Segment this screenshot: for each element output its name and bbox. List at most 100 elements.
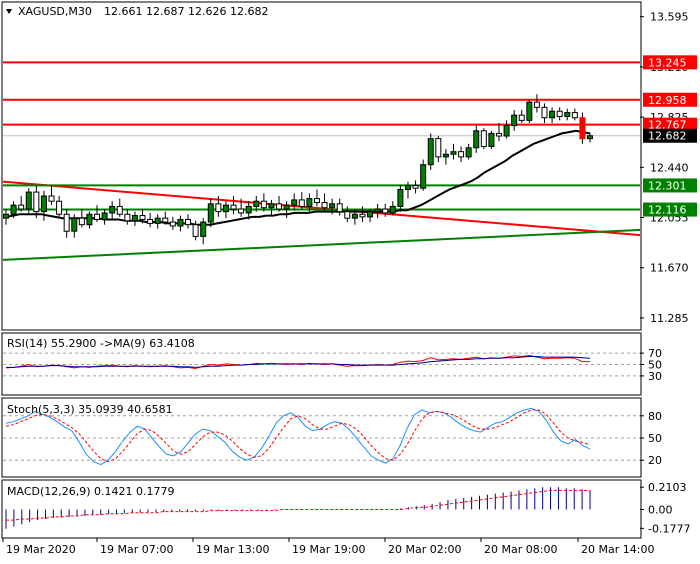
- candle[interactable]: [549, 107, 556, 123]
- candle[interactable]: [404, 181, 411, 199]
- candle[interactable]: [48, 185, 55, 206]
- candle[interactable]: [336, 198, 343, 216]
- candle[interactable]: [427, 133, 434, 170]
- candle[interactable]: [480, 128, 487, 150]
- dropdown-triangle-icon[interactable]: [6, 9, 12, 14]
- candle-body: [101, 212, 108, 220]
- level-label: 13.245: [648, 56, 687, 69]
- candle[interactable]: [518, 109, 525, 123]
- candle[interactable]: [276, 195, 283, 212]
- candle[interactable]: [185, 214, 192, 229]
- candle[interactable]: [78, 209, 85, 228]
- time-tick-label: 19 Mar 19:00: [292, 543, 365, 556]
- candle[interactable]: [556, 107, 563, 121]
- candle[interactable]: [25, 188, 32, 213]
- candle-body: [556, 110, 563, 117]
- candle[interactable]: [389, 201, 396, 216]
- candle[interactable]: [162, 211, 169, 225]
- candle[interactable]: [86, 211, 93, 229]
- candle[interactable]: [253, 195, 260, 212]
- time-tick-label: 19 Mar 2020: [6, 543, 76, 556]
- candle[interactable]: [116, 198, 123, 217]
- candle[interactable]: [124, 209, 131, 225]
- candle[interactable]: [230, 195, 237, 215]
- candle[interactable]: [420, 159, 427, 191]
- candle[interactable]: [222, 201, 229, 219]
- candle[interactable]: [473, 125, 480, 153]
- candle[interactable]: [526, 99, 533, 123]
- candle[interactable]: [101, 209, 108, 225]
- candle[interactable]: [109, 201, 116, 220]
- tick-label: -0.1777: [648, 522, 690, 535]
- candle[interactable]: [397, 185, 404, 212]
- candle[interactable]: [458, 146, 465, 163]
- candle[interactable]: [533, 94, 540, 113]
- candle[interactable]: [63, 209, 70, 238]
- candle[interactable]: [511, 109, 518, 131]
- candle[interactable]: [268, 199, 275, 216]
- candle[interactable]: [283, 201, 290, 219]
- candle[interactable]: [412, 180, 419, 194]
- stochastic-lines: [3, 407, 640, 466]
- candle[interactable]: [374, 203, 381, 219]
- candle[interactable]: [18, 195, 25, 212]
- candle[interactable]: [40, 190, 47, 221]
- candle[interactable]: [329, 198, 336, 215]
- candle[interactable]: [3, 209, 9, 225]
- candle-body: [260, 200, 267, 209]
- candle[interactable]: [291, 193, 298, 211]
- macd-title: MACD(12,26,9) 0.1421 0.1779: [7, 485, 175, 498]
- level-label-box: [643, 202, 697, 217]
- candle[interactable]: [139, 209, 146, 224]
- candle[interactable]: [382, 203, 389, 217]
- candle[interactable]: [450, 143, 457, 160]
- candle[interactable]: [131, 211, 138, 226]
- candle[interactable]: [306, 193, 313, 212]
- candle[interactable]: [94, 205, 101, 223]
- candle[interactable]: [587, 133, 593, 143]
- candle[interactable]: [245, 201, 252, 220]
- candle[interactable]: [571, 108, 578, 121]
- candle-body: [473, 130, 480, 149]
- candle-body: [139, 215, 146, 220]
- time-tick-label: 19 Mar 07:00: [100, 543, 173, 556]
- candle[interactable]: [192, 220, 199, 241]
- candle[interactable]: [207, 198, 214, 228]
- candle[interactable]: [541, 103, 548, 123]
- price-tick-label: 12.440: [650, 161, 689, 174]
- candle[interactable]: [579, 112, 586, 144]
- candle[interactable]: [564, 108, 571, 121]
- candle[interactable]: [147, 212, 154, 228]
- candle[interactable]: [215, 195, 222, 217]
- candle[interactable]: [465, 143, 472, 160]
- candle[interactable]: [321, 193, 328, 212]
- candle[interactable]: [169, 216, 176, 230]
- candle[interactable]: [260, 193, 267, 212]
- candle[interactable]: [71, 214, 78, 238]
- candle[interactable]: [313, 189, 320, 207]
- candle[interactable]: [488, 130, 495, 150]
- candle[interactable]: [10, 201, 17, 219]
- trend-line[interactable]: [2, 180, 641, 237]
- candle-body: [564, 112, 571, 117]
- candle[interactable]: [344, 206, 351, 223]
- candle[interactable]: [495, 122, 502, 142]
- candle[interactable]: [435, 136, 442, 163]
- time-tick-label: 20 Mar 14:00: [581, 543, 654, 556]
- trend-line[interactable]: [2, 228, 641, 261]
- candle[interactable]: [154, 214, 161, 229]
- candle[interactable]: [33, 185, 40, 219]
- candle[interactable]: [177, 215, 184, 232]
- candle[interactable]: [351, 209, 358, 225]
- candle[interactable]: [238, 198, 245, 217]
- main-price-pane[interactable]: [1, 1, 642, 331]
- candle[interactable]: [359, 206, 366, 223]
- candle[interactable]: [56, 195, 63, 219]
- candle[interactable]: [442, 149, 449, 165]
- candle[interactable]: [298, 192, 305, 210]
- candle[interactable]: [503, 120, 510, 139]
- candle[interactable]: [200, 218, 207, 245]
- candle[interactable]: [367, 209, 374, 223]
- candle-body: [465, 147, 472, 158]
